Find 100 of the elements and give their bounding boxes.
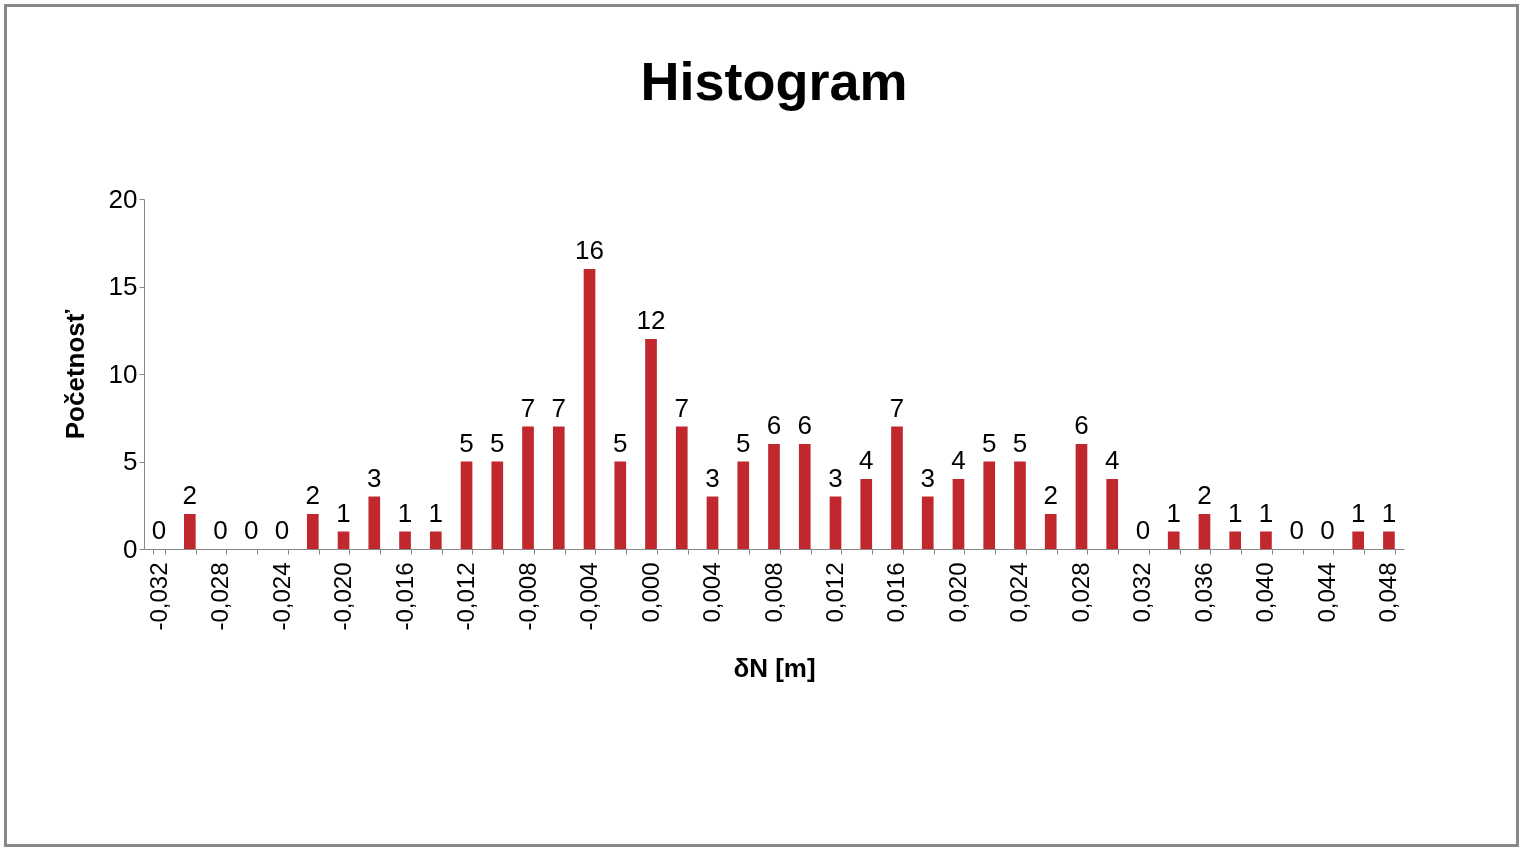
- data-label: 7: [520, 392, 536, 423]
- data-label: 6: [766, 410, 782, 440]
- data-label: 5: [981, 427, 997, 458]
- bar: [1260, 531, 1272, 549]
- data-label: 7: [889, 392, 905, 423]
- x-tick-label: -0,016: [390, 562, 418, 631]
- bar: [1075, 444, 1088, 549]
- data-label: 0: [213, 515, 228, 545]
- data-label: 1: [1381, 497, 1397, 528]
- bar: [1383, 531, 1395, 549]
- bar: [952, 479, 965, 549]
- bar: [737, 461, 750, 549]
- data-label: 4: [951, 445, 966, 475]
- bar: [860, 479, 873, 549]
- bar: [1352, 531, 1365, 549]
- data-label: 3: [920, 462, 935, 493]
- data-label: 0: [1289, 515, 1304, 545]
- bar: [921, 496, 934, 549]
- data-label: 6: [797, 410, 812, 440]
- x-tick-label: 0,036: [1189, 562, 1217, 623]
- x-axis-title: δN [m]: [733, 652, 816, 683]
- bar: [368, 496, 381, 549]
- data-label: 0: [244, 515, 259, 545]
- bar: [552, 426, 565, 549]
- data-label: 5: [1012, 427, 1028, 458]
- bar: [1106, 479, 1119, 549]
- data-label: 5: [459, 427, 474, 458]
- bar: [675, 426, 688, 549]
- data-label: 1: [336, 497, 351, 528]
- data-label: 0: [274, 515, 290, 545]
- x-tick-label: 0,028: [1066, 562, 1094, 623]
- x-tick-label: -0,024: [267, 562, 295, 631]
- data-label: 2: [305, 480, 321, 510]
- bar: [491, 461, 504, 549]
- data-label: 6: [1074, 410, 1089, 440]
- data-label: 3: [705, 462, 720, 493]
- bar: [306, 514, 319, 549]
- bar: [891, 426, 903, 549]
- x-tick-label: -0,004: [575, 562, 603, 631]
- x-tick-label: 0,040: [1251, 562, 1279, 623]
- data-label: 1: [397, 497, 413, 528]
- y-tick-label: 5: [123, 446, 138, 476]
- x-tick-label: 0,004: [698, 562, 726, 623]
- bar: [1014, 461, 1026, 549]
- bar: [706, 496, 719, 549]
- bar: [429, 531, 442, 549]
- bar: [583, 269, 596, 549]
- bar: [183, 514, 196, 549]
- data-label: 2: [182, 480, 198, 510]
- bar: [1229, 531, 1242, 549]
- bar: [1044, 514, 1057, 549]
- bar: [460, 461, 473, 549]
- bar: [337, 531, 350, 549]
- y-tick-label: 15: [108, 271, 138, 301]
- data-label: 1: [1258, 497, 1274, 528]
- data-label: 3: [828, 462, 843, 493]
- data-label: 0: [151, 515, 167, 545]
- x-tick-label: 0,012: [820, 562, 848, 623]
- data-label: 4: [1104, 445, 1120, 475]
- data-label: 1: [428, 497, 444, 528]
- bar: [1167, 531, 1180, 549]
- bar: [522, 426, 534, 549]
- y-axis-title: Početnosť: [59, 309, 90, 440]
- y-tick-label: 20: [108, 183, 138, 214]
- data-label: 0: [1320, 515, 1335, 545]
- x-tick-label: -0,012: [452, 562, 480, 631]
- chart-title: Histogram: [640, 51, 908, 111]
- data-label: 16: [575, 235, 604, 265]
- x-tick-label: 0,008: [759, 562, 787, 623]
- bar: [645, 339, 657, 549]
- data-label: 5: [490, 427, 505, 458]
- y-tick-label: 10: [108, 358, 138, 389]
- x-tick-label: 0,020: [943, 562, 971, 623]
- x-tick-label: 0,016: [882, 562, 910, 623]
- data-label: 1: [1350, 497, 1366, 528]
- bar: [829, 496, 842, 549]
- data-label: 3: [367, 462, 382, 493]
- bar: [983, 461, 996, 549]
- x-tick-label: -0,028: [206, 562, 234, 631]
- data-label: 7: [551, 392, 567, 423]
- data-label: 5: [736, 427, 751, 458]
- data-label: 12: [636, 305, 666, 335]
- bar: [768, 444, 780, 549]
- data-label: 7: [674, 392, 689, 423]
- x-tick-label: -0,032: [144, 562, 172, 631]
- data-label: 0: [1135, 515, 1151, 545]
- x-tick-label: 0,000: [636, 562, 664, 623]
- x-tick-label: -0,008: [513, 562, 541, 631]
- bar: [614, 461, 627, 549]
- data-label: 2: [1043, 480, 1058, 510]
- data-label: 1: [1227, 497, 1243, 528]
- y-tick-label: 0: [123, 533, 138, 564]
- x-tick-label: 0,024: [1005, 562, 1033, 623]
- x-tick-label: 0,044: [1312, 562, 1340, 623]
- x-tick-label: 0,032: [1128, 562, 1156, 623]
- bar: [399, 531, 411, 549]
- data-label: 1: [1166, 497, 1181, 528]
- x-tick-label: -0,020: [329, 562, 357, 631]
- bar: [1198, 514, 1211, 549]
- data-label: 5: [613, 427, 628, 458]
